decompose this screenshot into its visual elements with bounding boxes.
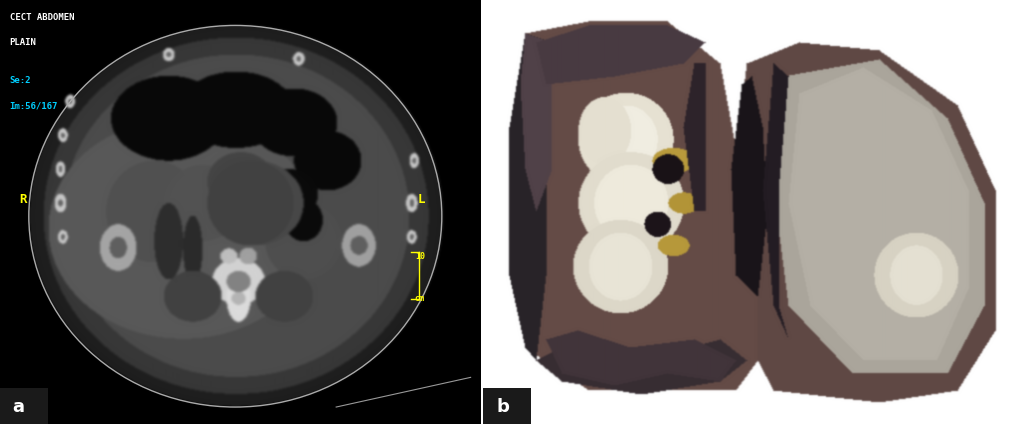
- Text: 10: 10: [416, 252, 426, 261]
- Text: b: b: [496, 398, 510, 416]
- Text: L: L: [418, 193, 426, 206]
- Text: cm: cm: [413, 294, 424, 304]
- Text: Se:2: Se:2: [10, 76, 31, 85]
- Text: PLAIN: PLAIN: [10, 38, 36, 47]
- Bar: [0, 388, 49, 424]
- Ellipse shape: [11, 393, 18, 404]
- Text: R: R: [19, 193, 26, 206]
- Text: CECT ABDOMEN: CECT ABDOMEN: [10, 13, 74, 22]
- Bar: [483, 388, 531, 424]
- Text: Im:56/167: Im:56/167: [10, 102, 58, 111]
- Text: a: a: [12, 398, 24, 416]
